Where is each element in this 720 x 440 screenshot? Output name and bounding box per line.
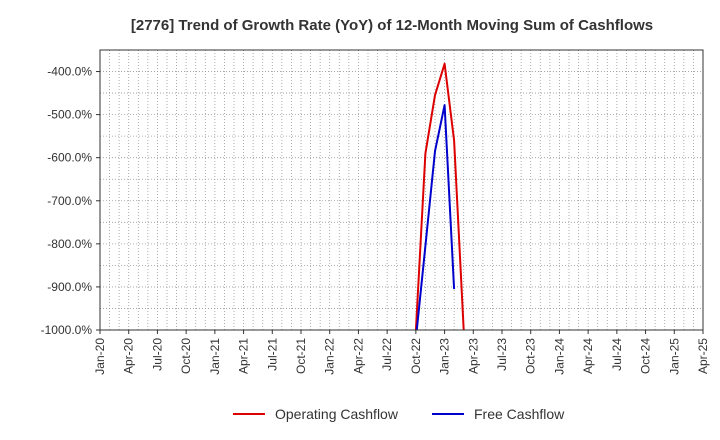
y-tick-label: -900.0% (47, 280, 92, 294)
x-tick-label: Jul-20 (150, 338, 164, 371)
x-tick-label: Jul-23 (495, 338, 509, 371)
x-tick-label: Jul-22 (380, 338, 394, 371)
x-tick-label: Jul-24 (610, 338, 624, 371)
x-axis: Jan-20 Apr-20 Jul-20 Oct-20 Jan-21 Apr-21 Jul-… (93, 330, 710, 375)
series-line-0 (414, 62, 465, 330)
y-tick-label: -600.0% (47, 151, 92, 165)
x-tick-label: Apr-25 (696, 338, 710, 374)
x-tick-label: Jan-21 (208, 338, 222, 375)
x-tick-label: Apr-23 (466, 338, 480, 374)
series-lines (414, 62, 465, 330)
x-tick-label: Apr-21 (237, 338, 251, 374)
x-tick-label: Oct-21 (294, 338, 308, 374)
x-tick-label: Apr-24 (581, 338, 595, 374)
x-tick-label: Oct-23 (524, 338, 538, 374)
x-tick-label: Oct-22 (409, 338, 423, 374)
x-tick-label: Jan-22 (323, 338, 337, 375)
y-tick-label: -1000.0% (41, 323, 93, 337)
legend: Operating Cashflow Free Cashflow (233, 406, 565, 422)
legend-label-1: Free Cashflow (474, 406, 565, 422)
x-tick-label: Jan-23 (438, 338, 452, 375)
x-tick-label: Apr-20 (122, 338, 136, 374)
y-tick-label: -700.0% (47, 194, 92, 208)
legend-label-0: Operating Cashflow (275, 406, 399, 422)
y-axis: -400.0% -500.0% -600.0% -700.0% -800.0% -900.… (41, 65, 100, 337)
plot-frame (99, 49, 704, 331)
grid (100, 50, 703, 330)
series-line-1 (415, 104, 456, 330)
x-tick-label: Jan-20 (93, 338, 107, 375)
x-tick-label: Jan-24 (552, 338, 566, 375)
x-tick-label: Oct-24 (639, 338, 653, 374)
y-tick-label: -400.0% (47, 65, 92, 79)
y-tick-label: -500.0% (47, 108, 92, 122)
x-tick-label: Oct-20 (179, 338, 193, 374)
x-tick-label: Apr-22 (351, 338, 365, 374)
x-tick-label: Jul-21 (265, 338, 279, 371)
x-tick-label: Jan-25 (667, 338, 681, 375)
chart-title: [2776] Trend of Growth Rate (YoY) of 12-… (131, 17, 653, 34)
y-tick-label: -800.0% (47, 237, 92, 251)
